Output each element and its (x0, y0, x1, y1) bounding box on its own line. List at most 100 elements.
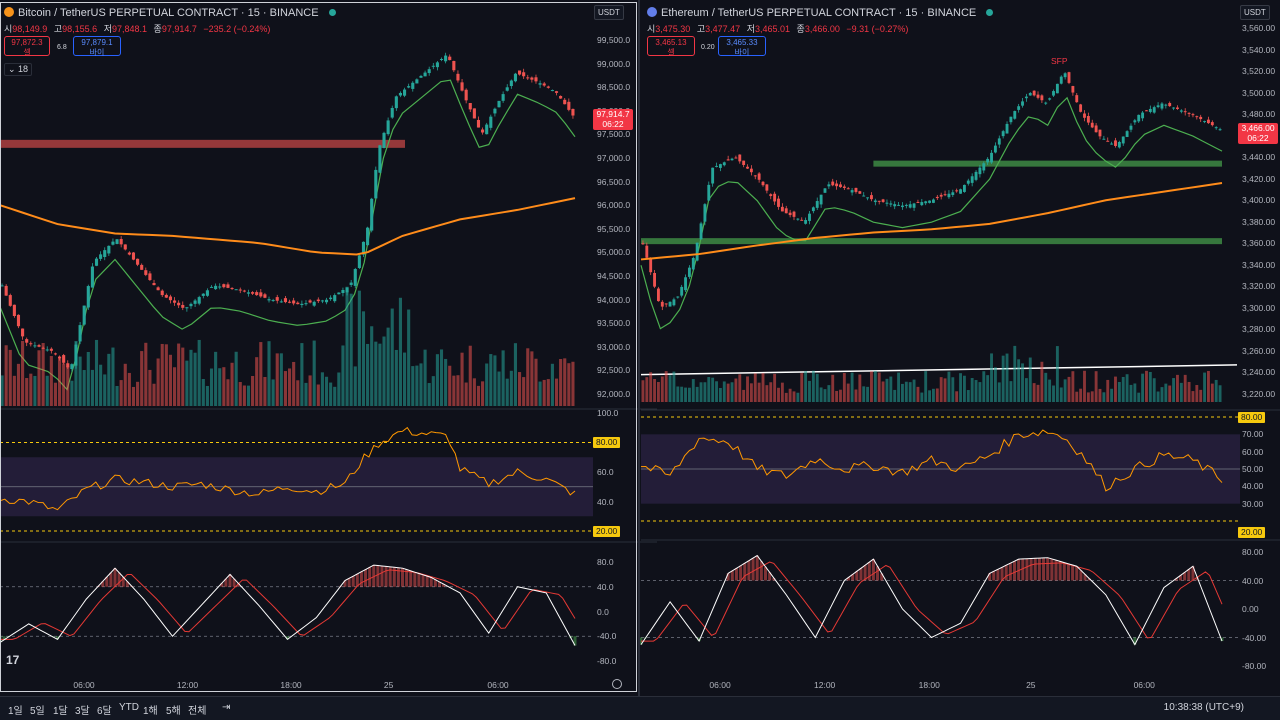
eth-price-tick: 3,400.00 (1242, 195, 1276, 206)
eth-volume-bar (711, 377, 715, 402)
eth-volume-bar (993, 367, 997, 402)
eth-volume-bar (1210, 383, 1214, 402)
btc-volume-bar (296, 380, 300, 406)
clock[interactable]: 10:38:38 (UTC+9) (1163, 702, 1244, 713)
btc-volume-bar (333, 386, 337, 406)
eth-buy-button[interactable]: 3,465.33 바이 (718, 36, 766, 57)
charts-canvas[interactable] (0, 0, 1280, 696)
btc-volume-bar (99, 364, 103, 406)
eth-candle (1203, 121, 1207, 123)
eth-candle (1160, 103, 1164, 109)
eth-volume-bar (1172, 378, 1176, 402)
btc-candle (218, 286, 222, 288)
eth-price-tick: 3,240.00 (1242, 367, 1276, 378)
sfp-label: SFP (1051, 56, 1068, 66)
eth-candle (959, 189, 962, 194)
range-1d-button[interactable]: 1일 (8, 706, 23, 717)
range-ytd-button[interactable]: YTD (119, 702, 139, 713)
btc-volume-bar (370, 326, 374, 406)
btc-volume-bar (21, 340, 25, 406)
eth-candle (990, 152, 993, 163)
btc-volume-bar (554, 378, 559, 406)
eth-rsi-tick: 30.00 (1242, 498, 1264, 509)
eth-candle (889, 203, 893, 205)
btc-sell-button[interactable]: 97,872.3 셀 (4, 36, 50, 57)
btc-rsi-tick: 40.0 (597, 496, 614, 507)
eth-candle (815, 201, 819, 208)
eth-candle (1071, 86, 1075, 93)
eth-candle (1125, 131, 1129, 137)
btc-price-tick: 99,000.0 (597, 58, 631, 69)
btc-candle (320, 300, 324, 302)
btc-candle (0, 285, 4, 287)
ethereum-icon (647, 7, 657, 17)
eth-price-tick: 3,360.00 (1242, 238, 1276, 249)
eth-volume-bar (1094, 371, 1098, 402)
indicator-collapse-button[interactable]: ⌄ 18 (4, 63, 33, 76)
btc-volume-bar (275, 353, 279, 406)
btc-volume-bar (444, 358, 448, 406)
range-3m-button[interactable]: 3달 (75, 706, 90, 717)
btc-candle (189, 303, 193, 307)
btc-volume-bar (550, 363, 554, 406)
range-5d-button[interactable]: 5일 (30, 706, 45, 717)
btc-volume-bar (148, 369, 152, 406)
btc-volume-bar (378, 343, 382, 406)
btc-volume-bar (197, 339, 201, 406)
eth-chart-title[interactable]: Ethereum / TetherUS PERPETUAL CONTRACT ·… (647, 7, 994, 19)
btc-volume-bar (493, 355, 497, 406)
eth-price-tick: 3,220.00 (1242, 389, 1276, 399)
eth-candle (974, 171, 978, 180)
btc-volume-bar (107, 353, 111, 406)
eth-candle (1148, 108, 1152, 112)
range-all-button[interactable]: 전체 (188, 706, 207, 717)
eth-osc-tick: -40.00 (1242, 632, 1267, 643)
btc-candle (333, 295, 337, 302)
btc-volume-bar (522, 377, 526, 406)
btc-volume-bar (70, 380, 74, 406)
eth-volume-bar (753, 373, 757, 402)
eth-volume-bar (1168, 385, 1172, 402)
date-range-icon[interactable]: ⇥ (222, 702, 231, 713)
range-6m-button[interactable]: 6달 (97, 706, 112, 717)
eth-volume-bar (1164, 383, 1168, 402)
btc-volume-bar (251, 375, 255, 406)
btc-candle (468, 103, 472, 110)
btc-volume-bar (419, 363, 423, 406)
btc-volume-bar (131, 386, 136, 406)
eth-volume-bar (653, 378, 656, 402)
btc-candle (283, 298, 287, 303)
eth-volume-bar (962, 375, 966, 402)
range-1m-button[interactable]: 1달 (53, 706, 68, 717)
eth-candle (734, 157, 738, 159)
btc-candle (460, 82, 464, 91)
range-5y-button[interactable]: 5해 (166, 706, 181, 717)
btc-volume-bar (246, 385, 251, 406)
eth-candle (687, 267, 691, 277)
btc-candle (464, 89, 468, 101)
eth-volume-bar (854, 389, 858, 402)
range-1y-button[interactable]: 1해 (143, 706, 158, 717)
eth-candle (916, 201, 920, 203)
btc-candle (222, 284, 226, 288)
chevron-down-icon: ⌄ (8, 64, 19, 74)
gear-icon[interactable] (612, 679, 622, 689)
btc-volume-bar (242, 385, 246, 406)
btc-currency-select[interactable]: USDT (594, 5, 624, 20)
eth-candle (1075, 95, 1079, 103)
btc-price-tick: 99,500.0 (597, 35, 631, 45)
eth-candle (1028, 92, 1032, 96)
btc-osc-signal-line (0, 569, 576, 640)
eth-candle (823, 188, 827, 193)
eth-sell-button[interactable]: 3,465.13 셀 (647, 36, 695, 57)
eth-candle (1114, 140, 1117, 146)
btc-chart-title[interactable]: Bitcoin / TetherUS PERPETUAL CONTRACT · … (4, 7, 336, 19)
eth-currency-select[interactable]: USDT (1240, 5, 1270, 20)
btc-ohlc: 시98,149.9 고98,155.6 저97,848.1 종97,914.7 … (4, 24, 271, 34)
btc-candle (16, 314, 21, 327)
btc-candle (271, 300, 275, 302)
btc-candle (181, 304, 185, 308)
btc-buy-button[interactable]: 97,879.1 바이 (73, 36, 121, 57)
tradingview-logo[interactable]: 17 (6, 653, 20, 667)
btc-volume-bar (324, 376, 329, 406)
